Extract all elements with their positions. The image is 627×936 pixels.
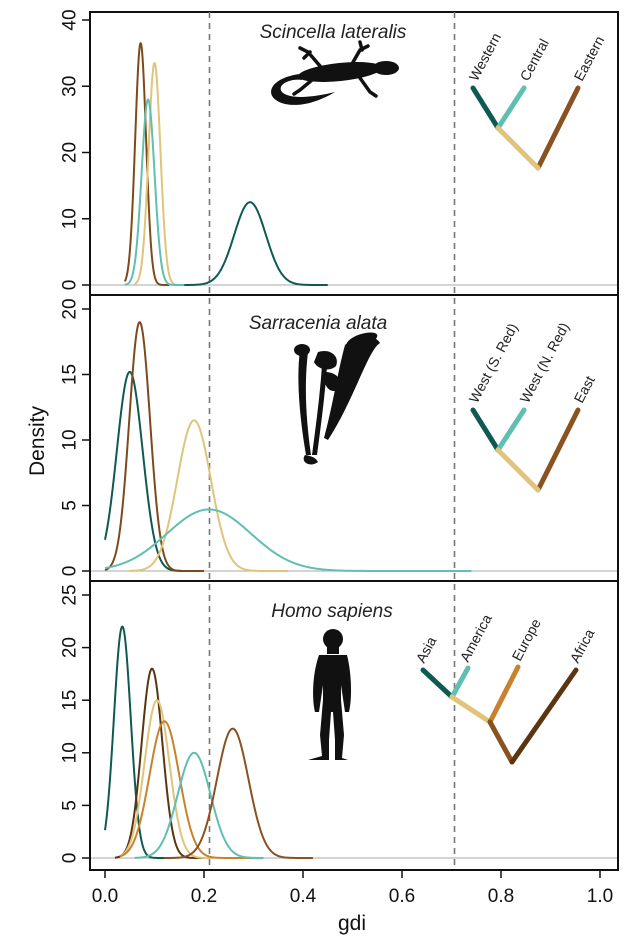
tree-tip-label-scincella-1: Central	[517, 36, 552, 83]
tree-tip-label-homo-1: America	[457, 611, 495, 664]
tree-branch-scincella-inner	[495, 125, 541, 171]
panel-title-scincella: Scincella lateralis	[260, 22, 407, 43]
tree-homo: Asia America Europe Africa	[413, 611, 598, 765]
pitcher-plant-silhouette	[294, 332, 380, 465]
density-curve-homo-3	[119, 720, 254, 859]
x-tick-label: 1.0	[587, 886, 613, 907]
y-tick-label-scincella: 30	[60, 76, 81, 97]
density-curve-homo-2	[119, 699, 215, 859]
y-tick-label-homo: 20	[60, 637, 81, 658]
tree-branch-homo-1	[449, 665, 471, 700]
y-tick-label-homo: 0	[60, 853, 81, 864]
density-curve-homo-1	[114, 667, 205, 859]
tree-branch-scincella-0	[470, 85, 501, 131]
tree-tip-label-sarracenia-0: West (S. Red)	[466, 321, 521, 406]
tree-branch-homo-0	[420, 667, 455, 700]
tree-tip-label-homo-2: Europe	[509, 616, 544, 664]
tree-branch-scincella-2	[535, 85, 581, 171]
density-curve-sarracenia-2	[129, 419, 289, 572]
density-curve-scincella-2	[124, 98, 185, 286]
density-curve-scincella-3	[184, 201, 328, 286]
tree-branch-scincella-1	[495, 85, 527, 131]
y-tick-label-homo: 15	[60, 690, 81, 711]
y-tick-label-sarracenia: 10	[60, 429, 81, 450]
density-curve-homo-4	[134, 751, 264, 859]
x-tick-label: 0.0	[92, 886, 118, 907]
density-curve-homo-0	[104, 625, 165, 859]
density-curve-scincella-1	[134, 62, 180, 286]
y-tick-label-homo: 5	[60, 800, 81, 811]
axes: 0 10 20 30 40 0 5 10 15 20 0 5 10 15 20 25 0.0 0.2 0.4 0.6 0…	[60, 9, 614, 907]
tree-branch-homo-3	[509, 667, 579, 765]
y-tick-label-sarracenia: 20	[60, 298, 81, 319]
tree-branch-sarracenia-inner	[495, 447, 541, 493]
density-curves	[104, 42, 472, 859]
y-tick-label-scincella: 40	[60, 9, 81, 30]
tree-scincella: Western Central Eastern	[466, 30, 608, 171]
y-tick-label-scincella: 20	[60, 142, 81, 163]
panel-title-sarracenia: Sarracenia alata	[249, 313, 387, 334]
tree-tip-label-scincella-2: Eastern	[571, 33, 608, 83]
y-axis-label: Density	[26, 405, 49, 476]
y-tick-label-sarracenia: 0	[60, 566, 81, 577]
y-tick-label-homo: 25	[60, 584, 81, 605]
tree-branch-sarracenia-1	[495, 407, 527, 453]
x-tick-label: 0.8	[488, 886, 514, 907]
panel-frame-homo	[89, 580, 619, 871]
tree-branch-homo-2	[487, 664, 521, 725]
tree-sarracenia: West (S. Red)West (N. Red)East	[466, 320, 598, 493]
human-silhouette	[308, 629, 352, 760]
density-curve-sarracenia-1	[104, 321, 205, 572]
lizard-silhouette	[271, 40, 399, 105]
tree-branch-homo-inner-0	[449, 694, 493, 725]
tree-branch-homo-inner-1	[487, 719, 515, 765]
y-tick-label-scincella: 10	[60, 208, 81, 229]
density-curve-homo-5	[164, 727, 313, 859]
y-tick-label-sarracenia: 15	[60, 364, 81, 385]
tree-branch-sarracenia-2	[535, 407, 581, 493]
tree-tip-label-sarracenia-2: East	[571, 373, 598, 405]
tree-tip-label-homo-3: Africa	[567, 626, 598, 665]
x-tick-label: 0.2	[191, 886, 217, 907]
tree-branch-sarracenia-0	[470, 407, 501, 453]
panel-title-homo: Homo sapiens	[271, 601, 393, 622]
x-axis-label: gdi	[338, 912, 366, 935]
x-tick-label: 0.6	[389, 886, 415, 907]
x-tick-label: 0.4	[290, 886, 317, 907]
tree-tip-label-sarracenia-1: West (N. Red)	[517, 320, 573, 406]
tree-tip-label-scincella-0: Western	[466, 30, 504, 83]
y-tick-label-homo: 10	[60, 742, 81, 763]
y-tick-label-sarracenia: 5	[60, 500, 81, 511]
tree-tip-label-homo-0: Asia	[413, 634, 440, 666]
y-tick-label-scincella: 0	[60, 280, 81, 291]
phylogeny-trees: Western Central Eastern West (S. Red)West (…	[413, 30, 608, 765]
density-curve-sarracenia-3	[104, 508, 472, 572]
